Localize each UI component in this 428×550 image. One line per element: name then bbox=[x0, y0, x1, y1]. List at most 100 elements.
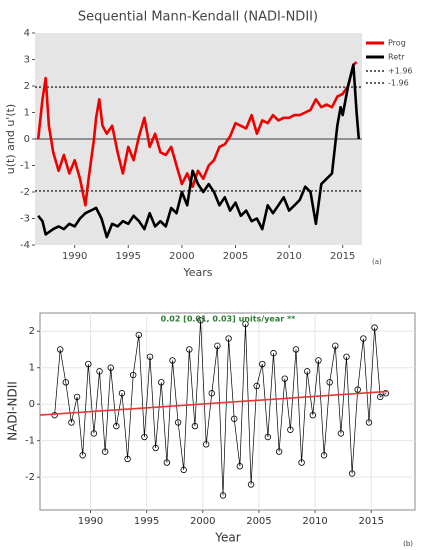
x-tick-label: 2000 bbox=[169, 251, 194, 262]
data-point bbox=[191, 422, 199, 430]
panel-label: (b) bbox=[403, 540, 413, 548]
y-tick-label: 4 bbox=[24, 28, 30, 39]
y-tick-label: 0 bbox=[29, 399, 35, 410]
data-point bbox=[51, 411, 58, 419]
legend-label: Retr bbox=[388, 53, 405, 62]
data-point bbox=[259, 360, 266, 368]
chart-title: Sequential Mann-Kendall (NADI-NDII) bbox=[78, 10, 318, 25]
data-point bbox=[124, 455, 131, 463]
y-tick-label: 2 bbox=[29, 326, 35, 337]
y-tick-label: 3 bbox=[24, 55, 30, 66]
data-point bbox=[197, 317, 204, 324]
data-point bbox=[113, 422, 120, 430]
data-point bbox=[90, 430, 98, 437]
data-point bbox=[298, 459, 305, 466]
y-tick-label: 1 bbox=[29, 363, 35, 374]
data-point bbox=[68, 419, 75, 426]
data-point bbox=[186, 346, 193, 353]
data-point bbox=[79, 452, 86, 459]
data-point bbox=[152, 444, 159, 452]
data-point bbox=[348, 470, 356, 477]
data-point bbox=[158, 379, 165, 386]
y-tick-label: -2 bbox=[20, 187, 30, 198]
data-point bbox=[292, 346, 300, 353]
x-tick-label: 2015 bbox=[330, 251, 355, 262]
data-point bbox=[247, 481, 255, 488]
data-point bbox=[135, 331, 143, 339]
data-point bbox=[214, 342, 221, 350]
x-tick-label: 1990 bbox=[62, 251, 87, 262]
y-tick-label: -3 bbox=[20, 214, 30, 225]
trend-annotation: 0.02 [0.01, 0.03] units/year ** bbox=[161, 315, 297, 324]
data-point bbox=[376, 393, 384, 401]
x-axis-label: Year bbox=[214, 531, 240, 545]
data-point bbox=[141, 433, 148, 441]
legend-label: -1.96 bbox=[388, 79, 409, 88]
data-point bbox=[371, 324, 378, 331]
data-point bbox=[320, 452, 328, 459]
data-point bbox=[365, 419, 373, 426]
chart: -4 -3 -2 -1 0 1 2 3 4 1990 1995 2000 2005 2010 2015 Pro… bbox=[4, 10, 413, 280]
trend-line bbox=[39, 390, 389, 416]
data-point bbox=[287, 426, 294, 433]
data-point bbox=[332, 342, 339, 350]
data-point bbox=[163, 459, 171, 466]
data-point bbox=[236, 463, 244, 470]
x-tick-label: 2015 bbox=[358, 516, 383, 527]
data-point bbox=[129, 371, 137, 379]
data-point bbox=[174, 419, 182, 426]
x-tick-label: 2005 bbox=[223, 251, 248, 262]
data-point bbox=[264, 433, 272, 441]
data-point bbox=[180, 466, 187, 474]
data-point bbox=[96, 368, 103, 375]
y-tick-label: -1 bbox=[25, 436, 35, 447]
y-tick-label: -1 bbox=[20, 161, 30, 172]
legend-label: Prog bbox=[388, 39, 406, 48]
y-tick-label: -4 bbox=[20, 240, 30, 251]
data-point bbox=[275, 448, 283, 455]
data-point bbox=[242, 320, 249, 328]
data-point bbox=[57, 346, 64, 353]
panel-label: (a) bbox=[372, 258, 382, 266]
y-tick-label: -2 bbox=[25, 472, 35, 483]
data-point bbox=[231, 415, 238, 422]
data-point bbox=[382, 390, 390, 397]
data-point bbox=[270, 349, 277, 357]
y-axis-label: u(t) and u'(t) bbox=[4, 104, 17, 174]
data-point bbox=[309, 411, 317, 419]
x-tick-label: 2005 bbox=[246, 516, 271, 527]
x-tick-label: 2010 bbox=[302, 516, 327, 527]
data-point bbox=[73, 393, 81, 401]
data-point bbox=[202, 441, 210, 448]
x-tick-label: 2000 bbox=[190, 516, 215, 527]
data-point bbox=[326, 379, 333, 386]
data-point bbox=[225, 335, 232, 342]
data-point bbox=[281, 375, 288, 382]
x-tick-label: 2010 bbox=[276, 251, 301, 262]
data-point bbox=[101, 448, 109, 455]
data-point bbox=[360, 335, 367, 342]
x-tick-label: 1995 bbox=[116, 251, 141, 262]
data-point bbox=[208, 390, 215, 397]
data-point bbox=[253, 382, 260, 390]
data-point bbox=[118, 390, 126, 397]
x-tick-label: 1990 bbox=[78, 516, 103, 527]
legend-label: +1.96 bbox=[388, 67, 413, 76]
y-tick-label: 0 bbox=[24, 134, 30, 145]
data-point bbox=[315, 357, 322, 364]
data-point bbox=[146, 353, 154, 360]
data-point bbox=[85, 360, 92, 368]
y-tick-label: 2 bbox=[24, 81, 30, 92]
data-point bbox=[169, 357, 176, 364]
series-line bbox=[54, 320, 386, 496]
data-point bbox=[219, 492, 227, 499]
data-point bbox=[343, 353, 350, 360]
y-axis-label: NADI-NDII bbox=[6, 381, 20, 441]
x-axis-label: Years bbox=[182, 266, 212, 279]
x-tick-label: 1995 bbox=[134, 516, 159, 527]
series-line bbox=[37, 63, 361, 239]
data-point bbox=[337, 430, 345, 437]
data-point bbox=[354, 386, 361, 393]
chart: -2 -1 0 1 2 1990 1995 2000 2005 2010 2015 0.02 [0.0… bbox=[6, 312, 416, 548]
